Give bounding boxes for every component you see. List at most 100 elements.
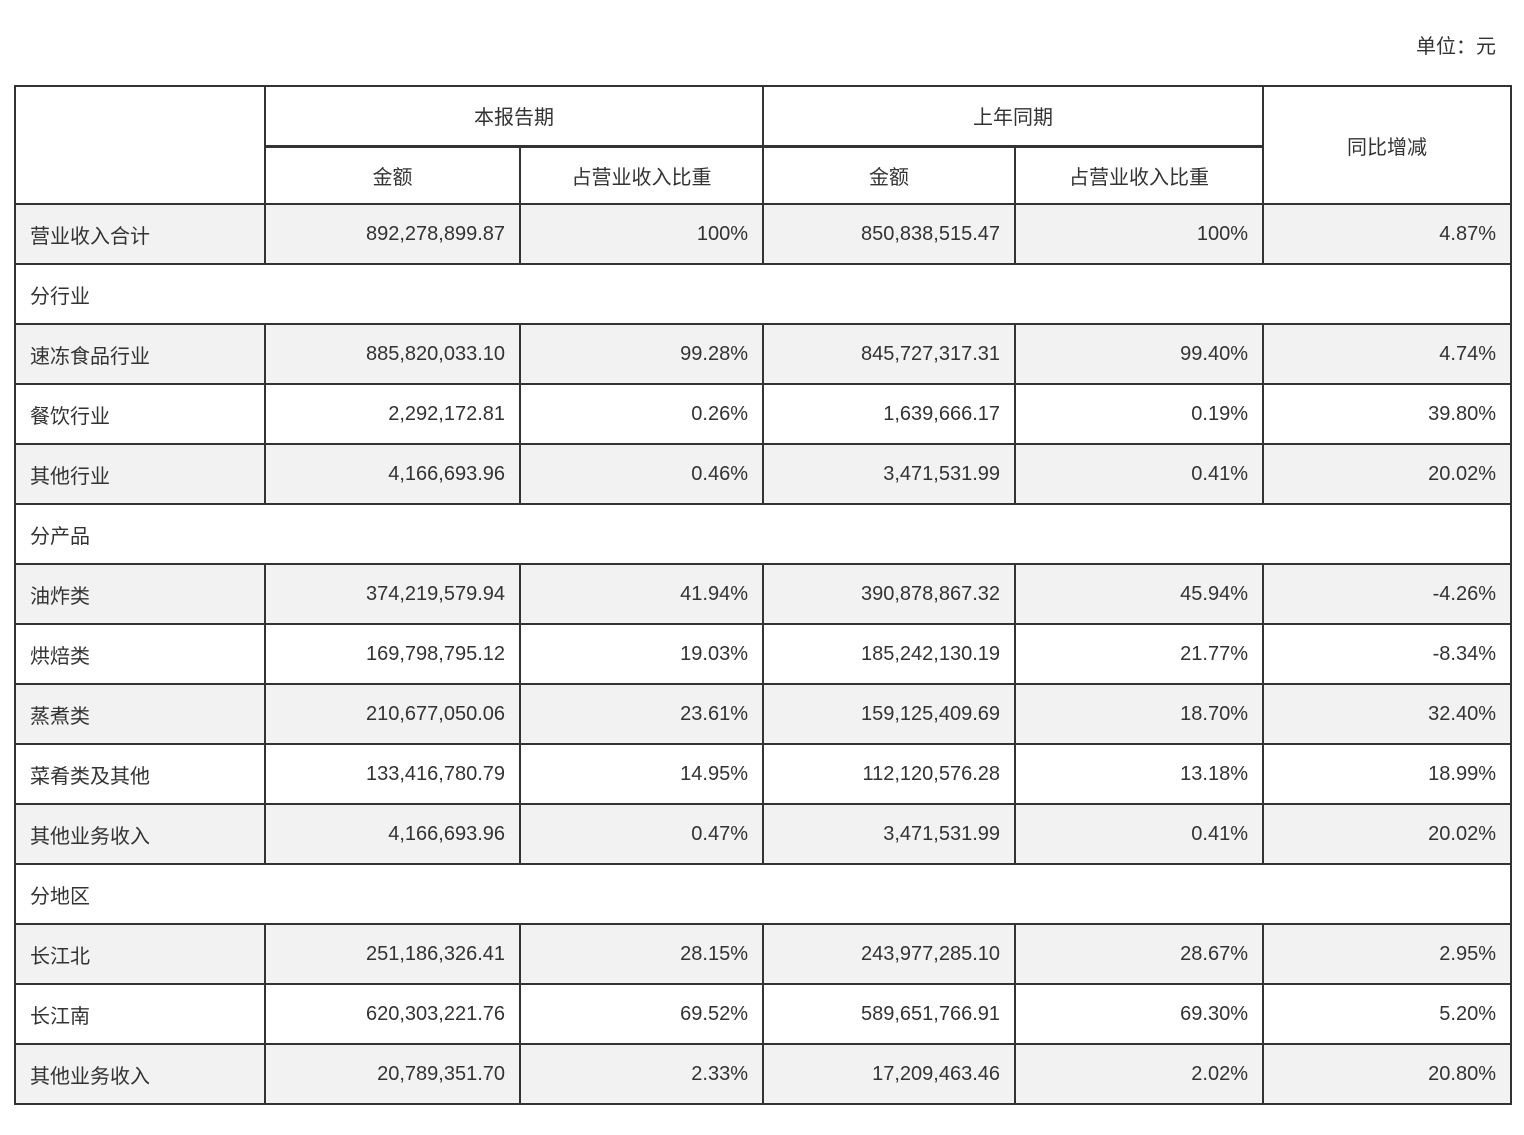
table-header: 本报告期 上年同期 同比增减 金额 占营业收入比重 金额 占营业收入比重 [14,85,1512,205]
row-label: 蒸煮类 [14,683,266,745]
cell-current-share: 0.46% [519,443,764,505]
table-row-other-business-product: 其他业务收入 4,166,693.96 0.47% 3,471,531.99 0… [14,803,1512,865]
row-label: 营业收入合计 [14,203,266,265]
row-label: 菜肴类及其他 [14,743,266,805]
cell-prior-amount: 17,209,463.46 [762,1043,1016,1105]
cell-prior-amount: 589,651,766.91 [762,983,1016,1045]
row-label: 其他行业 [14,443,266,505]
cell-current-amount: 210,677,050.06 [264,683,521,745]
row-label: 餐饮行业 [14,383,266,445]
cell-current-share: 14.95% [519,743,764,805]
row-label: 速冻食品行业 [14,323,266,385]
row-label: 油炸类 [14,563,266,625]
cell-current-amount: 20,789,351.70 [264,1043,521,1105]
cell-current-share: 23.61% [519,683,764,745]
cell-prior-share: 18.70% [1014,683,1264,745]
cell-current-share: 100% [519,203,764,265]
cell-yoy-change: 4.87% [1262,203,1512,265]
cell-current-amount: 620,303,221.76 [264,983,521,1045]
row-label: 烘焙类 [14,623,266,685]
table-row-catering: 餐饮行业 2,292,172.81 0.26% 1,639,666.17 0.1… [14,383,1512,445]
cell-prior-share: 2.02% [1014,1043,1264,1105]
table-row-dishes-other: 菜肴类及其他 133,416,780.79 14.95% 112,120,576… [14,743,1512,805]
cell-prior-share: 0.41% [1014,443,1264,505]
cell-yoy-change: -4.26% [1262,563,1512,625]
section-label: 分地区 [14,863,1512,925]
cell-current-amount: 374,219,579.94 [264,563,521,625]
cell-current-amount: 169,798,795.12 [264,623,521,685]
cell-yoy-change: 32.40% [1262,683,1512,745]
cell-prior-amount: 845,727,317.31 [762,323,1016,385]
cell-current-amount: 133,416,780.79 [264,743,521,805]
table-row-baked: 烘焙类 169,798,795.12 19.03% 185,242,130.19… [14,623,1512,685]
row-label: 长江南 [14,983,266,1045]
cell-current-share: 0.47% [519,803,764,865]
cell-current-amount: 251,186,326.41 [264,923,521,985]
table-row-total-revenue: 营业收入合计 892,278,899.87 100% 850,838,515.4… [14,203,1512,265]
cell-prior-amount: 3,471,531.99 [762,443,1016,505]
table-row-fried: 油炸类 374,219,579.94 41.94% 390,878,867.32… [14,563,1512,625]
cell-current-share: 0.26% [519,383,764,445]
cell-prior-amount: 3,471,531.99 [762,803,1016,865]
cell-prior-amount: 185,242,130.19 [762,623,1016,685]
cell-current-share: 28.15% [519,923,764,985]
cell-yoy-change: 20.02% [1262,803,1512,865]
header-share-current: 占营业收入比重 [519,145,764,205]
cell-prior-share: 45.94% [1014,563,1264,625]
cell-current-amount: 4,166,693.96 [264,443,521,505]
section-row-by-region: 分地区 [14,863,1512,925]
table-row-other-industry: 其他行业 4,166,693.96 0.46% 3,471,531.99 0.4… [14,443,1512,505]
unit-label: 单位：元 [1416,36,1496,58]
cell-current-share: 19.03% [519,623,764,685]
cell-prior-share: 100% [1014,203,1264,265]
cell-current-amount: 885,820,033.10 [264,323,521,385]
cell-yoy-change: 2.95% [1262,923,1512,985]
header-amount-prior: 金额 [762,145,1016,205]
header-current-period: 本报告期 [264,85,764,148]
header-row-measures: 金额 占营业收入比重 金额 占营业收入比重 [15,145,1511,205]
header-share-prior: 占营业收入比重 [1014,145,1264,205]
cell-yoy-change: 39.80% [1262,383,1512,445]
cell-prior-share: 13.18% [1014,743,1264,805]
cell-prior-share: 0.19% [1014,383,1264,445]
cell-prior-share: 0.41% [1014,803,1264,865]
section-row-by-product: 分产品 [14,503,1512,565]
header-prior-period: 上年同期 [762,85,1264,148]
row-label: 长江北 [14,923,266,985]
cell-yoy-change: 18.99% [1262,743,1512,805]
table-row-north-yangtze: 长江北 251,186,326.41 28.15% 243,977,285.10… [14,923,1512,985]
cell-prior-amount: 1,639,666.17 [762,383,1016,445]
header-amount-current: 金额 [264,145,521,205]
cell-yoy-change: 5.20% [1262,983,1512,1045]
header-row-periods: 本报告期 上年同期 同比增减 [14,85,1512,205]
cell-current-share: 41.94% [519,563,764,625]
section-label: 分产品 [14,503,1512,565]
cell-yoy-change: -8.34% [1262,623,1512,685]
row-label: 其他业务收入 [14,1043,266,1105]
cell-prior-share: 69.30% [1014,983,1264,1045]
cell-current-share: 2.33% [519,1043,764,1105]
revenue-breakdown-table: 本报告期 上年同期 同比增减 金额 占营业收入比重 金额 占营业收入比重 营业收… [14,85,1512,1105]
cell-prior-share: 21.77% [1014,623,1264,685]
table-body: 营业收入合计 892,278,899.87 100% 850,838,515.4… [14,203,1512,1105]
cell-prior-amount: 159,125,409.69 [762,683,1016,745]
cell-yoy-change: 4.74% [1262,323,1512,385]
section-label: 分行业 [14,263,1512,325]
table-row-frozen-food: 速冻食品行业 885,820,033.10 99.28% 845,727,317… [14,323,1512,385]
table-row-other-business-region: 其他业务收入 20,789,351.70 2.33% 17,209,463.46… [14,1043,1512,1105]
header-yoy-change: 同比增减 [1262,85,1512,205]
section-row-by-industry: 分行业 [14,263,1512,325]
cell-current-amount: 2,292,172.81 [264,383,521,445]
cell-prior-amount: 112,120,576.28 [762,743,1016,805]
cell-prior-amount: 390,878,867.32 [762,563,1016,625]
cell-yoy-change: 20.80% [1262,1043,1512,1105]
cell-prior-share: 28.67% [1014,923,1264,985]
cell-prior-amount: 243,977,285.10 [762,923,1016,985]
cell-prior-amount: 850,838,515.47 [762,203,1016,265]
header-blank-cell [14,85,266,205]
cell-current-amount: 892,278,899.87 [264,203,521,265]
cell-yoy-change: 20.02% [1262,443,1512,505]
cell-prior-share: 99.40% [1014,323,1264,385]
table-row-steamed: 蒸煮类 210,677,050.06 23.61% 159,125,409.69… [14,683,1512,745]
